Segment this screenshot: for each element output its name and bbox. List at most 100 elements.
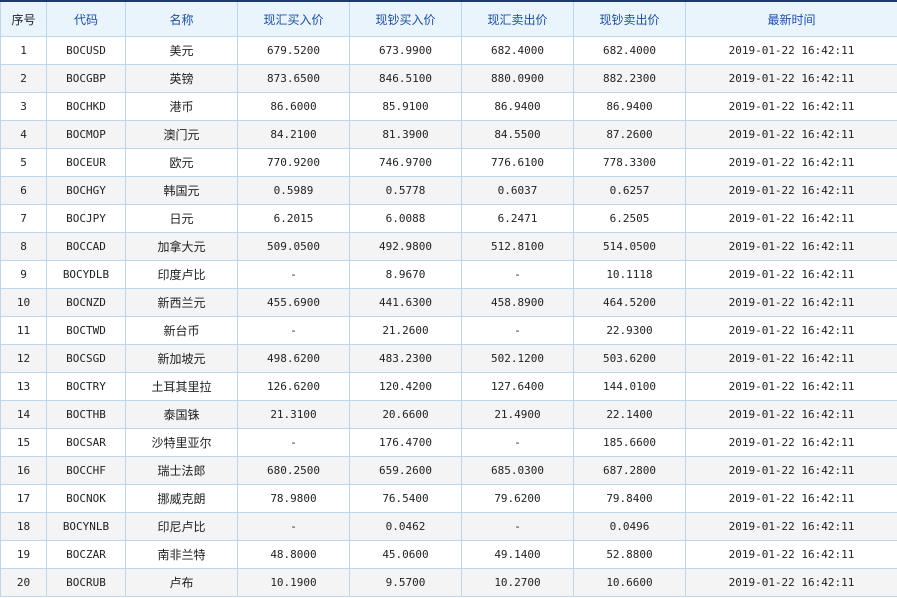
header-cash-buy[interactable]: 现钞买入价 (349, 0, 462, 37)
cell-spot-sell: - (461, 316, 574, 345)
header-index[interactable]: 序号 (0, 0, 47, 37)
table-row: 14 BOCTHB 泰国铢 21.3100 20.6600 21.4900 22.1400 2… (0, 400, 897, 429)
cell-name: 港币 (125, 92, 238, 121)
cell-name: 新台币 (125, 316, 238, 345)
cell-name: 韩国元 (125, 176, 238, 205)
cell-cash-sell: 79.8400 (573, 484, 686, 513)
cell-spot-buy: 679.5200 (237, 36, 350, 65)
table-row: 7 BOCJPY 日元 6.2015 6.0088 6.2471 6.2505 2019-01… (0, 204, 897, 233)
cell-spot-sell: 458.8900 (461, 288, 574, 317)
table-row: 9 BOCYDLB 印度卢比 -8.9670-10.1118 2019-01-22 16… (0, 260, 897, 289)
table-row: 11 BOCTWD 新台币 -21.2600-22.9300 2019-01-22 16… (0, 316, 897, 345)
cell-cash-sell: 778.3300 (573, 148, 686, 177)
table-row: 15 BOCSAR 沙特里亚尔 -176.4700-185.6600 2019-01-2… (0, 428, 897, 457)
cell-code: BOCGBP (46, 64, 126, 93)
cell-update-time: 2019-01-22 16:42:11 (685, 64, 897, 93)
cell-spot-buy: - (237, 316, 350, 345)
cell-spot-buy: 680.2500 (237, 456, 350, 485)
cell-cash-sell: 0.6257 (573, 176, 686, 205)
cell-spot-buy: 455.6900 (237, 288, 350, 317)
cell-cash-sell: 144.0100 (573, 372, 686, 401)
header-code[interactable]: 代码 (46, 0, 126, 37)
cell-cash-buy: 81.3900 (349, 120, 462, 149)
cell-update-time: 2019-01-22 16:42:11 (685, 36, 897, 65)
table-row: 6 BOCHGY 韩国元 0.5989 0.5778 0.6037 0.6257 2019-0… (0, 176, 897, 205)
cell-code: BOCJPY (46, 204, 126, 233)
header-spot-sell[interactable]: 现汇卖出价 (461, 0, 574, 37)
cell-update-time: 2019-01-22 16:42:11 (685, 512, 897, 541)
table-row: 12 BOCSGD 新加坡元 498.6200 483.2300 502.1200 503.… (0, 344, 897, 373)
cell-spot-buy: 0.5989 (237, 176, 350, 205)
cell-name: 南非兰特 (125, 540, 238, 569)
cell-spot-sell: - (461, 428, 574, 457)
header-spot-buy[interactable]: 现汇买入价 (237, 0, 350, 37)
table-row: 17 BOCNOK 挪威克朗 78.9800 76.5400 79.6200 79.8400… (0, 484, 897, 513)
cell-cash-sell: 0.0496 (573, 512, 686, 541)
cell-spot-sell: 512.8100 (461, 232, 574, 261)
cell-cash-sell: 22.9300 (573, 316, 686, 345)
cell-cash-buy: 746.9700 (349, 148, 462, 177)
cell-spot-sell: 127.6400 (461, 372, 574, 401)
cell-cash-sell: 86.9400 (573, 92, 686, 121)
cell-index: 19 (0, 540, 47, 569)
cell-spot-sell: 79.6200 (461, 484, 574, 513)
table-row: 4 BOCMOP 澳门元 84.2100 81.3900 84.5500 87.2600 20… (0, 120, 897, 149)
cell-index: 1 (0, 36, 47, 65)
header-cash-sell[interactable]: 现钞卖出价 (573, 0, 686, 37)
cell-name: 卢布 (125, 568, 238, 597)
cell-spot-buy: 6.2015 (237, 204, 350, 233)
cell-cash-buy: 45.0600 (349, 540, 462, 569)
cell-code: BOCTWD (46, 316, 126, 345)
cell-update-time: 2019-01-22 16:42:11 (685, 428, 897, 457)
cell-spot-buy: - (237, 512, 350, 541)
cell-name: 瑞士法郎 (125, 456, 238, 485)
cell-index: 2 (0, 64, 47, 93)
cell-cash-sell: 6.2505 (573, 204, 686, 233)
cell-cash-buy: 120.4200 (349, 372, 462, 401)
cell-index: 4 (0, 120, 47, 149)
cell-name: 泰国铢 (125, 400, 238, 429)
cell-code: BOCYDLB (46, 260, 126, 289)
table-row: 10 BOCNZD 新西兰元 455.6900 441.6300 458.8900 464.… (0, 288, 897, 317)
cell-spot-sell: 6.2471 (461, 204, 574, 233)
cell-index: 12 (0, 344, 47, 373)
cell-spot-sell: 86.9400 (461, 92, 574, 121)
cell-cash-sell: 503.6200 (573, 344, 686, 373)
cell-spot-buy: 498.6200 (237, 344, 350, 373)
cell-index: 18 (0, 512, 47, 541)
cell-cash-sell: 10.1118 (573, 260, 686, 289)
cell-spot-buy: 770.9200 (237, 148, 350, 177)
cell-spot-sell: 502.1200 (461, 344, 574, 373)
cell-cash-buy: 76.5400 (349, 484, 462, 513)
cell-update-time: 2019-01-22 16:42:11 (685, 372, 897, 401)
cell-code: BOCUSD (46, 36, 126, 65)
cell-index: 13 (0, 372, 47, 401)
cell-spot-buy: 509.0500 (237, 232, 350, 261)
table-row: 8 BOCCAD 加拿大元 509.0500 492.9800 512.8100 514.0… (0, 232, 897, 261)
cell-cash-buy: 0.0462 (349, 512, 462, 541)
cell-name: 沙特里亚尔 (125, 428, 238, 457)
cell-update-time: 2019-01-22 16:42:11 (685, 344, 897, 373)
cell-cash-buy: 20.6600 (349, 400, 462, 429)
cell-spot-sell: 685.0300 (461, 456, 574, 485)
cell-code: BOCHKD (46, 92, 126, 121)
header-name[interactable]: 名称 (125, 0, 238, 37)
cell-cash-buy: 21.2600 (349, 316, 462, 345)
table-row: 18 BOCYNLB 印尼卢比 -0.0462-0.0496 2019-01-22 16… (0, 512, 897, 541)
cell-spot-sell: 880.0900 (461, 64, 574, 93)
cell-cash-buy: 483.2300 (349, 344, 462, 373)
header-update-time[interactable]: 最新时间 (685, 0, 897, 37)
cell-update-time: 2019-01-22 16:42:11 (685, 400, 897, 429)
table-row: 20 BOCRUB 卢布 10.1900 9.5700 10.2700 10.6600 201… (0, 568, 897, 597)
cell-spot-buy: 86.6000 (237, 92, 350, 121)
cell-index: 10 (0, 288, 47, 317)
table-row: 3 BOCHKD 港币 86.6000 85.9100 86.9400 86.9400 201… (0, 92, 897, 121)
cell-update-time: 2019-01-22 16:42:11 (685, 260, 897, 289)
table-body: 1 BOCUSD 美元 679.5200 673.9900 682.4000 682.400… (0, 36, 897, 597)
cell-spot-sell: 682.4000 (461, 36, 574, 65)
cell-cash-buy: 673.9900 (349, 36, 462, 65)
cell-cash-buy: 0.5778 (349, 176, 462, 205)
cell-spot-sell: 0.6037 (461, 176, 574, 205)
cell-spot-buy: - (237, 260, 350, 289)
cell-cash-buy: 176.4700 (349, 428, 462, 457)
